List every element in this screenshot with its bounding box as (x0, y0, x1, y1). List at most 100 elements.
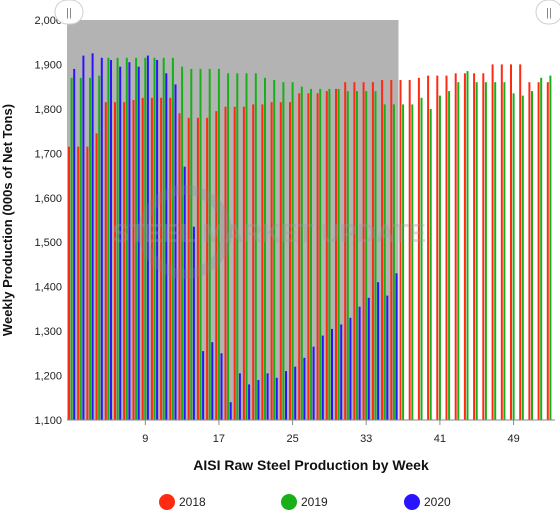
bar-2019-week-26[interactable] (300, 86, 303, 420)
bar-2018-week-21[interactable] (252, 104, 255, 421)
bar-2019-week-19[interactable] (236, 73, 239, 421)
bar-2018-week-32[interactable] (353, 82, 356, 420)
bar-2019-week-53[interactable] (549, 75, 552, 420)
bar-2018-week-53[interactable] (546, 82, 549, 420)
bar-2019-week-29[interactable] (328, 88, 331, 421)
bar-2020-week-18[interactable] (229, 402, 232, 420)
bar-2018-week-22[interactable] (261, 104, 264, 421)
bar-2018-week-13[interactable] (178, 113, 181, 421)
bar-2020-week-35[interactable] (386, 295, 389, 420)
bar-2018-week-49[interactable] (510, 64, 512, 421)
bar-2020-week-6[interactable] (119, 66, 122, 420)
bar-2018-week-45[interactable] (473, 73, 476, 421)
bar-2020-week-13[interactable] (183, 166, 186, 420)
bar-2020-week-8[interactable] (137, 66, 140, 420)
bar-2018-week-23[interactable] (270, 102, 273, 420)
bar-2020-week-27[interactable] (312, 346, 315, 420)
bar-2019-week-30[interactable] (337, 88, 340, 421)
bar-2019-week-14[interactable] (190, 68, 193, 421)
bar-2018-week-5[interactable] (104, 102, 107, 420)
bar-2019-week-51[interactable] (531, 91, 533, 420)
navigator-right-handle[interactable] (535, 0, 560, 25)
bar-2020-week-36[interactable] (395, 273, 398, 420)
bar-2020-week-10[interactable] (156, 60, 159, 420)
bar-2018-week-39[interactable] (417, 77, 420, 421)
bar-2019-week-40[interactable] (429, 108, 432, 421)
bar-2019-week-12[interactable] (171, 57, 174, 421)
bar-2019-week-3[interactable] (89, 77, 91, 421)
bar-2018-week-28[interactable] (316, 93, 319, 421)
bar-2018-week-37[interactable] (399, 80, 402, 420)
bar-2020-week-22[interactable] (266, 373, 269, 420)
bar-2020-week-7[interactable] (128, 62, 131, 420)
bar-2019-week-1[interactable] (70, 77, 73, 421)
bar-2018-week-41[interactable] (436, 75, 439, 420)
bar-2018-week-26[interactable] (298, 93, 301, 421)
bar-2020-week-28[interactable] (321, 335, 324, 420)
bar-2018-week-2[interactable] (77, 146, 80, 420)
bar-2020-week-9[interactable] (146, 55, 149, 420)
bar-2019-week-20[interactable] (245, 73, 248, 421)
bar-2018-week-36[interactable] (390, 80, 393, 420)
bar-2019-week-45[interactable] (475, 82, 478, 420)
bar-2019-week-5[interactable] (107, 57, 110, 421)
bar-2020-week-33[interactable] (367, 297, 370, 420)
bar-2018-week-46[interactable] (482, 73, 485, 421)
bar-2020-week-16[interactable] (211, 342, 214, 420)
bar-2019-week-39[interactable] (420, 97, 423, 421)
navigator-left-handle[interactable] (54, 0, 84, 25)
bar-2019-week-48[interactable] (503, 82, 506, 420)
bar-2018-week-42[interactable] (445, 75, 448, 420)
bar-2018-week-16[interactable] (206, 117, 209, 421)
bar-2019-week-33[interactable] (365, 91, 368, 420)
bar-2018-week-17[interactable] (215, 111, 218, 420)
bar-2019-week-34[interactable] (374, 91, 377, 420)
bar-2019-week-27[interactable] (310, 88, 312, 421)
bar-2020-week-23[interactable] (275, 377, 278, 420)
bar-2019-week-36[interactable] (392, 104, 395, 421)
bar-2019-week-25[interactable] (291, 82, 294, 420)
bar-2020-week-4[interactable] (100, 57, 103, 421)
bar-2020-week-15[interactable] (202, 351, 205, 420)
bar-2019-week-37[interactable] (402, 104, 405, 421)
bar-2020-week-2[interactable] (82, 55, 85, 420)
bar-2019-week-31[interactable] (346, 91, 349, 420)
bar-2020-week-19[interactable] (238, 373, 241, 420)
bar-2019-week-8[interactable] (135, 57, 138, 421)
bar-2019-week-44[interactable] (466, 71, 469, 420)
bar-2018-week-40[interactable] (427, 75, 430, 420)
bar-2018-week-31[interactable] (344, 82, 347, 420)
bar-2019-week-41[interactable] (438, 95, 441, 420)
bar-2019-week-49[interactable] (512, 93, 515, 421)
bar-2018-week-7[interactable] (123, 102, 126, 420)
bar-2018-week-9[interactable] (141, 97, 144, 421)
bar-2018-week-27[interactable] (307, 93, 310, 421)
bar-2020-week-12[interactable] (174, 84, 177, 421)
bar-2020-week-5[interactable] (110, 60, 112, 420)
bar-2019-week-43[interactable] (457, 82, 460, 420)
bar-2019-week-46[interactable] (484, 82, 487, 420)
bar-2019-week-22[interactable] (264, 77, 266, 421)
bar-2018-week-18[interactable] (224, 106, 227, 420)
bar-2019-week-28[interactable] (319, 88, 322, 421)
bar-2019-week-32[interactable] (356, 91, 358, 420)
bar-2019-week-23[interactable] (273, 80, 276, 420)
bar-2018-week-38[interactable] (408, 80, 411, 420)
bar-2019-week-11[interactable] (162, 57, 165, 421)
bar-2020-week-14[interactable] (192, 226, 195, 420)
bar-2018-week-25[interactable] (289, 102, 291, 420)
bar-2018-week-48[interactable] (500, 64, 503, 421)
bar-2020-week-30[interactable] (340, 324, 343, 420)
bar-2020-week-3[interactable] (91, 53, 94, 421)
legend-item-2018[interactable]: 2018 (159, 494, 206, 510)
bar-2018-week-50[interactable] (519, 64, 522, 421)
bar-2019-week-4[interactable] (98, 75, 101, 420)
bar-2018-week-44[interactable] (463, 73, 466, 421)
bar-2018-week-30[interactable] (335, 88, 337, 421)
bar-2019-week-35[interactable] (383, 104, 386, 421)
bar-2019-week-21[interactable] (254, 73, 257, 421)
bar-2018-week-11[interactable] (160, 97, 163, 421)
bar-2018-week-47[interactable] (491, 64, 494, 421)
bar-2018-week-3[interactable] (86, 146, 89, 420)
bar-2019-week-42[interactable] (448, 91, 451, 420)
